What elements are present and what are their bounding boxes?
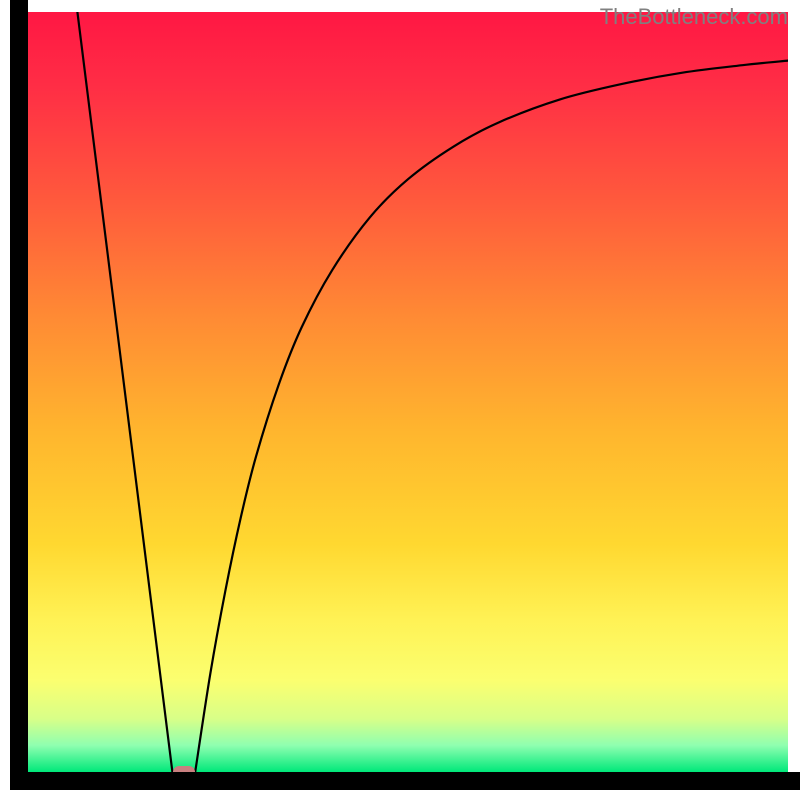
x-axis <box>10 772 800 790</box>
bottleneck-chart: TheBottleneck.com <box>0 0 800 800</box>
curve-layer <box>28 12 788 772</box>
y-axis <box>10 0 28 790</box>
watermark-source-label: TheBottleneck.com <box>600 4 788 30</box>
plot-area <box>28 12 788 772</box>
